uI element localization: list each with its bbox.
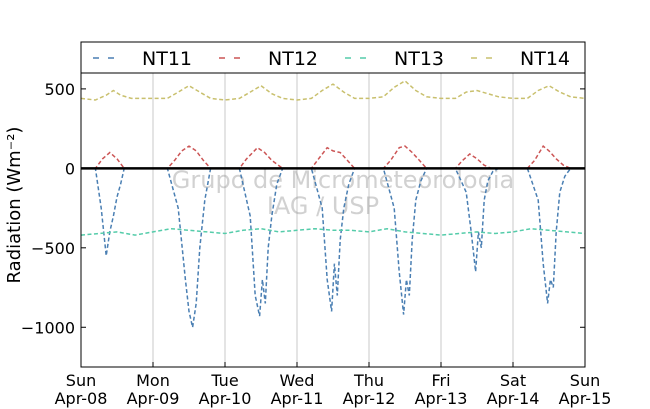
- y-tick-label: −500: [31, 239, 75, 258]
- x-tick-label-date: Apr-08: [55, 389, 108, 408]
- legend-label-nt12: NT12: [268, 48, 318, 70]
- x-tick-label-date: Apr-10: [199, 389, 252, 408]
- x-tick-label-date: Apr-11: [271, 389, 324, 408]
- y-tick-label: 0: [65, 159, 75, 178]
- x-tick-label-day: Sat: [500, 371, 526, 390]
- legend-box: [80, 41, 586, 74]
- y-tick-label: −1000: [21, 318, 75, 337]
- x-tick-label-date: Apr-14: [487, 389, 540, 408]
- x-tick-label-day: Mon: [136, 371, 170, 390]
- axis-ticks: −1000−5000500SunApr-08MonApr-09TueApr-10…: [21, 80, 612, 408]
- series-line-nt13: [80, 227, 586, 236]
- legend-label-nt14: NT14: [520, 48, 570, 70]
- legend: NT11 NT12 NT13 NT14: [80, 41, 586, 74]
- grid-lines: [152, 73, 514, 367]
- series-line-nt11: [81, 167, 585, 328]
- watermark: Grupo de Micrometeorologia IAG / USP: [172, 166, 514, 220]
- x-tick-label-day: Wed: [280, 371, 315, 390]
- watermark-line-1: Grupo de Micrometeorologia: [172, 166, 514, 194]
- plot-frame: [80, 72, 586, 368]
- x-tick-label-day: Tue: [210, 371, 238, 390]
- x-tick-label-day: Sun: [570, 371, 600, 390]
- series-line-nt14: [80, 79, 586, 101]
- y-axis-label: Radiation (Wm⁻²): [4, 127, 25, 284]
- x-tick-label-date: Apr-13: [415, 389, 468, 408]
- y-tick-label: 500: [44, 80, 75, 99]
- legend-label-nt11: NT11: [142, 48, 192, 70]
- x-tick-label-date: Apr-12: [343, 389, 396, 408]
- x-tick-label-day: Fri: [431, 371, 450, 390]
- x-tick-label-date: Apr-15: [559, 389, 612, 408]
- x-tick-label-date: Apr-09: [127, 389, 180, 408]
- x-tick-label-day: Thu: [353, 371, 384, 390]
- legend-label-nt13: NT13: [394, 48, 444, 70]
- x-tick-label-day: Sun: [66, 371, 96, 390]
